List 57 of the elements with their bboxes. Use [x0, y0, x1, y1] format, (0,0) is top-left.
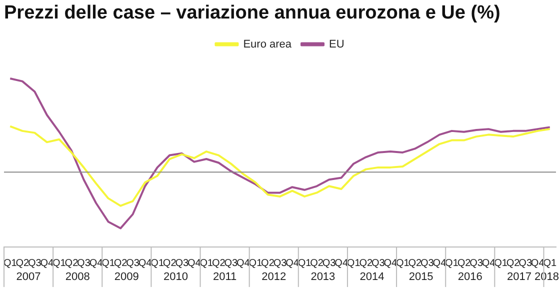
x-tick-label: Q3: [77, 258, 91, 269]
x-tick-label: Q4: [530, 258, 545, 269]
text: 2009: [114, 271, 139, 284]
x-tick-label: Q2: [162, 258, 177, 269]
text: 2007: [16, 271, 41, 284]
chart-title: Prezzi delle case – variazione annua eurozona e Ue (%): [4, 2, 500, 24]
x-tick-label: Q3: [126, 258, 140, 269]
x-tick-label: Q2: [359, 258, 373, 269]
text: 2010: [163, 271, 188, 284]
x-tick-label: Q3: [371, 258, 386, 269]
x-tick-label: Q2: [64, 258, 79, 269]
x-tick-label: Q2: [212, 258, 226, 269]
text: 2014: [360, 271, 384, 284]
x-tick-label: Q1: [200, 258, 214, 269]
text: 2017: [506, 271, 532, 284]
x-tick-label: Q2: [310, 258, 324, 269]
legend-label: Euro area: [243, 38, 292, 50]
x-tick-label: Q3: [420, 258, 434, 269]
x-tick-label: Q4: [40, 258, 54, 269]
x-tick-label: Q3: [322, 258, 336, 269]
x-tick-label: Q3: [28, 258, 42, 269]
x-tick-label: Q1: [543, 258, 557, 269]
x-tick-label: Q1: [102, 258, 116, 269]
x-tick-label: Q3: [175, 258, 189, 269]
text: 2011: [212, 271, 237, 284]
x-tick-label: Q4: [138, 258, 152, 269]
text: 2012: [262, 271, 286, 284]
x-tick-label: Q1: [248, 258, 263, 269]
x-tick-label: Q2: [408, 258, 422, 269]
x-tick-label: Q4: [334, 258, 348, 269]
text: 2016: [458, 271, 482, 284]
x-tick-label: Q3: [224, 258, 238, 269]
x-tick-label: Q2: [16, 258, 30, 269]
x-tick-label: Q2: [457, 258, 472, 269]
x-tick-label: Q1: [494, 258, 508, 269]
x-tick-label: Q3: [518, 258, 532, 269]
x-tick-label: Q1: [346, 258, 361, 269]
x-tick-label: Q1: [150, 258, 164, 269]
x-tick-label: Q2: [114, 258, 128, 269]
x-tick-label: Q4: [236, 258, 250, 269]
x-tick-label: Q4: [482, 258, 496, 269]
x-tick-label: Q4: [384, 258, 398, 269]
x-tick-label: Q2: [261, 258, 275, 269]
x-tick-label: Q3: [470, 258, 484, 269]
x-tick-label: Q4: [187, 258, 202, 269]
text: 2008: [65, 271, 90, 284]
text: 2018: [534, 271, 560, 284]
x-tick-label: Q4: [89, 258, 104, 269]
text: 2013: [310, 271, 336, 284]
legend-label: EU: [329, 38, 344, 50]
x-tick-label: Q2: [506, 258, 520, 269]
x-tick-label: Q4: [286, 258, 300, 269]
x-tick-label: Q1: [298, 258, 312, 269]
x-tick-label: Q3: [273, 258, 288, 269]
text: 2015: [408, 271, 434, 284]
x-tick-label: Q1: [445, 258, 459, 269]
x-tick-label: Q4: [432, 258, 447, 269]
